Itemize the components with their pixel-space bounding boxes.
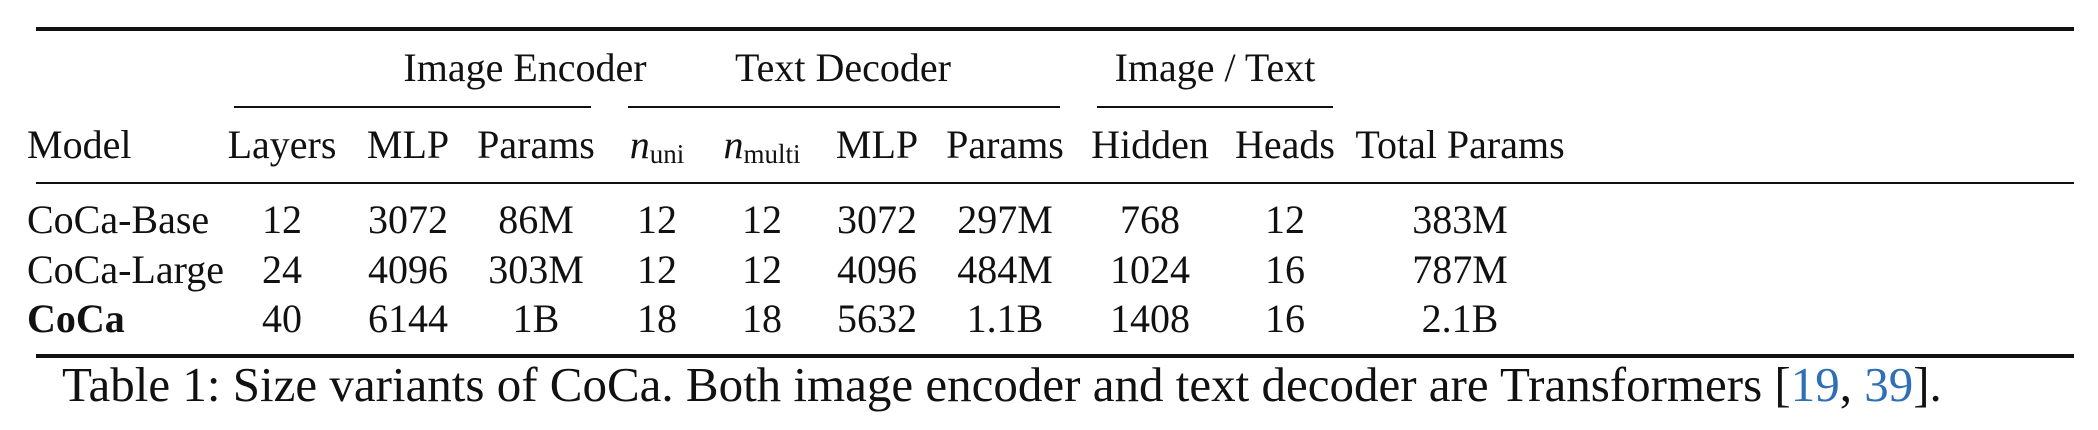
table-cell: 2.1B xyxy=(1421,296,1499,341)
table-cell: 12 xyxy=(262,197,302,242)
table-cell: 12 xyxy=(1265,197,1305,242)
table-header-rule xyxy=(36,182,2074,184)
table-cell: 1408 xyxy=(1110,296,1190,341)
table-cell: 1.1B xyxy=(966,296,1044,341)
table-cell: 18 xyxy=(742,296,782,341)
group-rule-image-text xyxy=(1097,106,1333,108)
citation-link-39[interactable]: 39 xyxy=(1864,357,1914,412)
table-cell: 297M xyxy=(957,197,1053,242)
caption-suffix: ]. xyxy=(1913,357,1942,412)
table-cell: 6144 xyxy=(368,296,448,341)
table-cell: 768 xyxy=(1120,197,1180,242)
table-cell: 4096 xyxy=(368,247,448,292)
table-cell: 86M xyxy=(498,197,574,242)
group-header-image-text: Image / Text xyxy=(1114,45,1316,90)
group-header-text-decoder: Text Decoder xyxy=(735,45,951,90)
row-coca-model: CoCa xyxy=(27,296,125,341)
table-bottom-rule xyxy=(36,354,2074,358)
row-coca-large-model: CoCa-Large xyxy=(27,247,224,292)
column-header-total-params: Total Params xyxy=(1355,122,1565,167)
table-cell: 18 xyxy=(637,296,677,341)
n-uni-base: n xyxy=(629,122,650,167)
table-cell: 484M xyxy=(957,247,1053,292)
table-cell: 3072 xyxy=(837,197,917,242)
n-multi-subscript: multi xyxy=(743,139,801,169)
table-cell: 12 xyxy=(637,247,677,292)
column-header-layers: Layers xyxy=(227,122,337,167)
table-cell: 3072 xyxy=(368,197,448,242)
column-header-heads: Heads xyxy=(1235,122,1335,167)
group-rule-text-decoder xyxy=(628,106,1060,108)
group-rule-image-encoder xyxy=(234,106,591,108)
table-cell: 24 xyxy=(262,247,302,292)
column-header-image-params: Params xyxy=(477,122,595,167)
table-cell: 12 xyxy=(742,247,782,292)
table-cell: 787M xyxy=(1412,247,1508,292)
table-cell: 12 xyxy=(637,197,677,242)
table-cell: 12 xyxy=(742,197,782,242)
row-coca-base-model: CoCa-Base xyxy=(27,197,210,242)
column-header-text-params: Params xyxy=(946,122,1064,167)
table-cell: 1024 xyxy=(1110,247,1190,292)
caption-text: Table 1: Size variants of CoCa. Both ima… xyxy=(62,357,1791,412)
table-cell: 16 xyxy=(1265,247,1305,292)
group-header-image-encoder: Image Encoder xyxy=(403,45,647,90)
column-header-hidden: Hidden xyxy=(1091,122,1209,167)
column-header-text-mlp: MLP xyxy=(835,122,919,167)
table-cell: 1B xyxy=(512,296,560,341)
column-header-n-multi: nmulti xyxy=(723,121,800,178)
column-header-image-mlp: MLP xyxy=(366,122,450,167)
n-uni-subscript: uni xyxy=(649,139,685,169)
table-cell: 4096 xyxy=(837,247,917,292)
table-caption: Table 1: Size variants of CoCa. Both ima… xyxy=(62,355,1942,415)
table-cell: 40 xyxy=(262,296,302,341)
citation-link-19[interactable]: 19 xyxy=(1790,357,1840,412)
n-multi-base: n xyxy=(723,122,744,167)
table-top-rule xyxy=(36,27,2074,31)
table-cell: 16 xyxy=(1265,296,1305,341)
column-header-n-uni: nuni xyxy=(630,121,685,178)
table-cell: 303M xyxy=(488,247,584,292)
table-cell: 383M xyxy=(1412,197,1508,242)
table-cell: 5632 xyxy=(837,296,917,341)
column-header-model: Model xyxy=(27,122,132,167)
caption-separator: , xyxy=(1839,357,1865,412)
